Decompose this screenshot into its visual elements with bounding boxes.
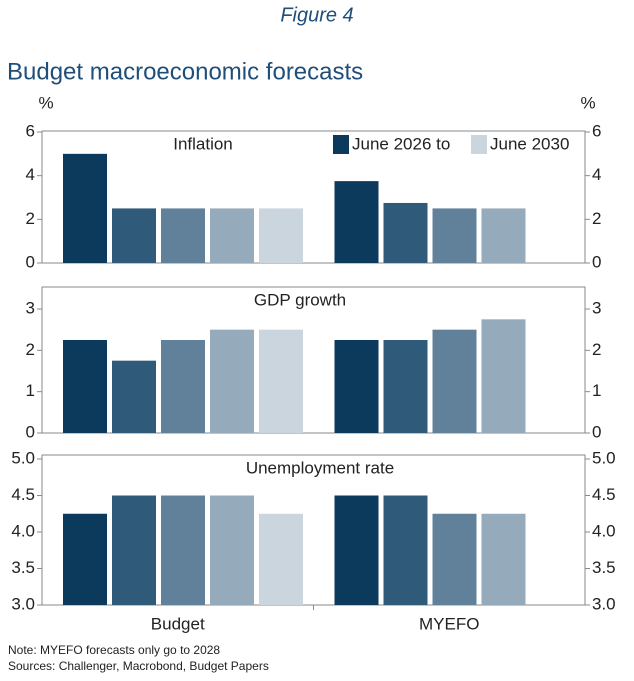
figure-label: Figure 4 <box>280 4 353 26</box>
bar <box>112 208 156 263</box>
chart-title: Budget macroeconomic forecasts <box>7 58 363 85</box>
bar <box>161 340 205 433</box>
unit-left: % <box>38 93 53 112</box>
bar <box>210 329 254 433</box>
y2-tick-label: 2 <box>592 209 601 228</box>
x-tick-label: Budget <box>151 614 205 633</box>
bar <box>210 208 254 263</box>
bar <box>383 202 428 263</box>
bar <box>161 208 205 263</box>
note: Note: MYEFO forecasts only go to 2028 <box>8 643 220 657</box>
y-tick-label: 3.5 <box>11 558 35 577</box>
y-tick-label: 2 <box>26 209 35 228</box>
y2-tick-label: 3.0 <box>592 594 616 613</box>
legend-label: June 2030 <box>490 134 569 153</box>
y2-tick-label: 0 <box>592 422 601 441</box>
bar <box>481 319 526 433</box>
bar <box>259 208 303 263</box>
bar <box>259 329 303 433</box>
bar <box>334 495 379 605</box>
y-tick-label: 6 <box>26 121 35 140</box>
y-tick-label: 1 <box>26 381 35 400</box>
bar <box>432 208 477 263</box>
unit-right: % <box>580 93 595 112</box>
y2-tick-label: 3 <box>592 298 601 317</box>
plot-frame <box>41 286 586 434</box>
panel-title: Inflation <box>173 134 233 153</box>
bar <box>112 360 156 433</box>
y2-tick-label: 6 <box>592 121 601 140</box>
bar <box>481 208 526 263</box>
bar <box>63 513 107 605</box>
y2-tick-label: 5.0 <box>592 448 616 467</box>
bar <box>334 181 379 263</box>
plot-frame <box>41 130 586 264</box>
y-tick-label: 2 <box>26 340 35 359</box>
bar <box>481 513 526 605</box>
panel-title: GDP growth <box>254 290 346 309</box>
y2-tick-label: 1 <box>592 381 601 400</box>
y-tick-label: 5.0 <box>11 448 35 467</box>
y2-tick-label: 4 <box>592 165 601 184</box>
y-tick-label: 0 <box>26 422 35 441</box>
y2-tick-label: 2 <box>592 340 601 359</box>
note: Sources: Challenger, Macrobond, Budget P… <box>8 659 269 673</box>
y-tick-label: 3 <box>26 298 35 317</box>
bar <box>432 513 477 605</box>
y-tick-label: 4.0 <box>11 521 35 540</box>
y-tick-label: 4 <box>26 165 35 184</box>
bar <box>259 513 303 605</box>
bar <box>112 495 156 605</box>
bar <box>161 495 205 605</box>
y2-tick-label: 3.5 <box>592 558 616 577</box>
legend-label: June 2026 to <box>352 134 450 153</box>
y-tick-label: 4.5 <box>11 485 35 504</box>
y-tick-label: 3.0 <box>11 594 35 613</box>
panel-title: Unemployment rate <box>246 458 394 477</box>
bar <box>63 340 107 433</box>
y2-tick-label: 0 <box>592 252 601 271</box>
bar <box>334 340 379 433</box>
bar <box>63 153 107 263</box>
bar <box>432 329 477 433</box>
bar <box>210 495 254 605</box>
bar <box>383 340 428 433</box>
bar <box>383 495 428 605</box>
legend-swatch <box>471 135 487 154</box>
y-tick-label: 0 <box>26 252 35 271</box>
x-tick-label: MYEFO <box>419 614 479 633</box>
y2-tick-label: 4.5 <box>592 485 616 504</box>
y2-tick-label: 4.0 <box>592 521 616 540</box>
legend-swatch <box>333 135 349 154</box>
